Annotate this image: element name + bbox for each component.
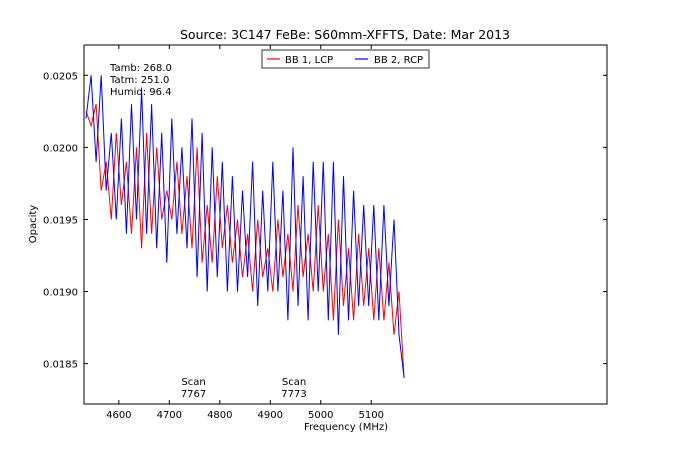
plot-frame xyxy=(83,44,608,405)
scan-annotation-label: Scan xyxy=(181,377,205,388)
x-tick-label: 4700 xyxy=(157,410,182,421)
y-tick-label: 0.0195 xyxy=(43,215,78,226)
plot-area: 4600 4700 4800 4900 5000 5100 0.0185 0.0190 0.01… xyxy=(43,44,608,421)
scan-annotation-number: 7773 xyxy=(281,389,306,400)
legend-label-lcp: BB 1, LCP xyxy=(285,55,333,66)
legend-box xyxy=(261,49,430,69)
x-tick-label: 4600 xyxy=(106,410,131,421)
series-line-rcp xyxy=(85,75,405,379)
x-tick-label: 4900 xyxy=(258,410,283,421)
legend-label-rcp: BB 2, RCP xyxy=(374,55,423,66)
y-tick-label: 0.0190 xyxy=(43,288,78,299)
y-tick-label: 0.0200 xyxy=(43,143,78,154)
scan-annotation-label: Scan xyxy=(282,377,306,388)
x-axis-label: Frequency (MHz) xyxy=(304,422,388,433)
scan-annotation-number: 7767 xyxy=(181,389,206,400)
x-tick-label: 4800 xyxy=(207,410,232,421)
series-line-lcp xyxy=(85,103,405,379)
weather-info: Tamb: 268.0 Tatm: 251.0 Humid: 96.4 xyxy=(109,63,172,98)
info-tatm: Tatm: 251.0 xyxy=(109,75,169,86)
y-tick-label: 0.0205 xyxy=(43,71,78,82)
x-tick-label: 5100 xyxy=(359,410,384,421)
x-tick-label: 5000 xyxy=(308,410,333,421)
legend: BB 1, LCP BB 2, RCP xyxy=(261,49,430,69)
info-tamb: Tamb: 268.0 xyxy=(109,63,172,74)
y-tick-label: 0.0185 xyxy=(43,360,78,371)
info-humid: Humid: 96.4 xyxy=(110,87,172,98)
y-axis-label: Opacity xyxy=(28,205,39,244)
chart-title: Source: 3C147 FeBe: S60mm-XFFTS, Date: M… xyxy=(180,27,510,42)
